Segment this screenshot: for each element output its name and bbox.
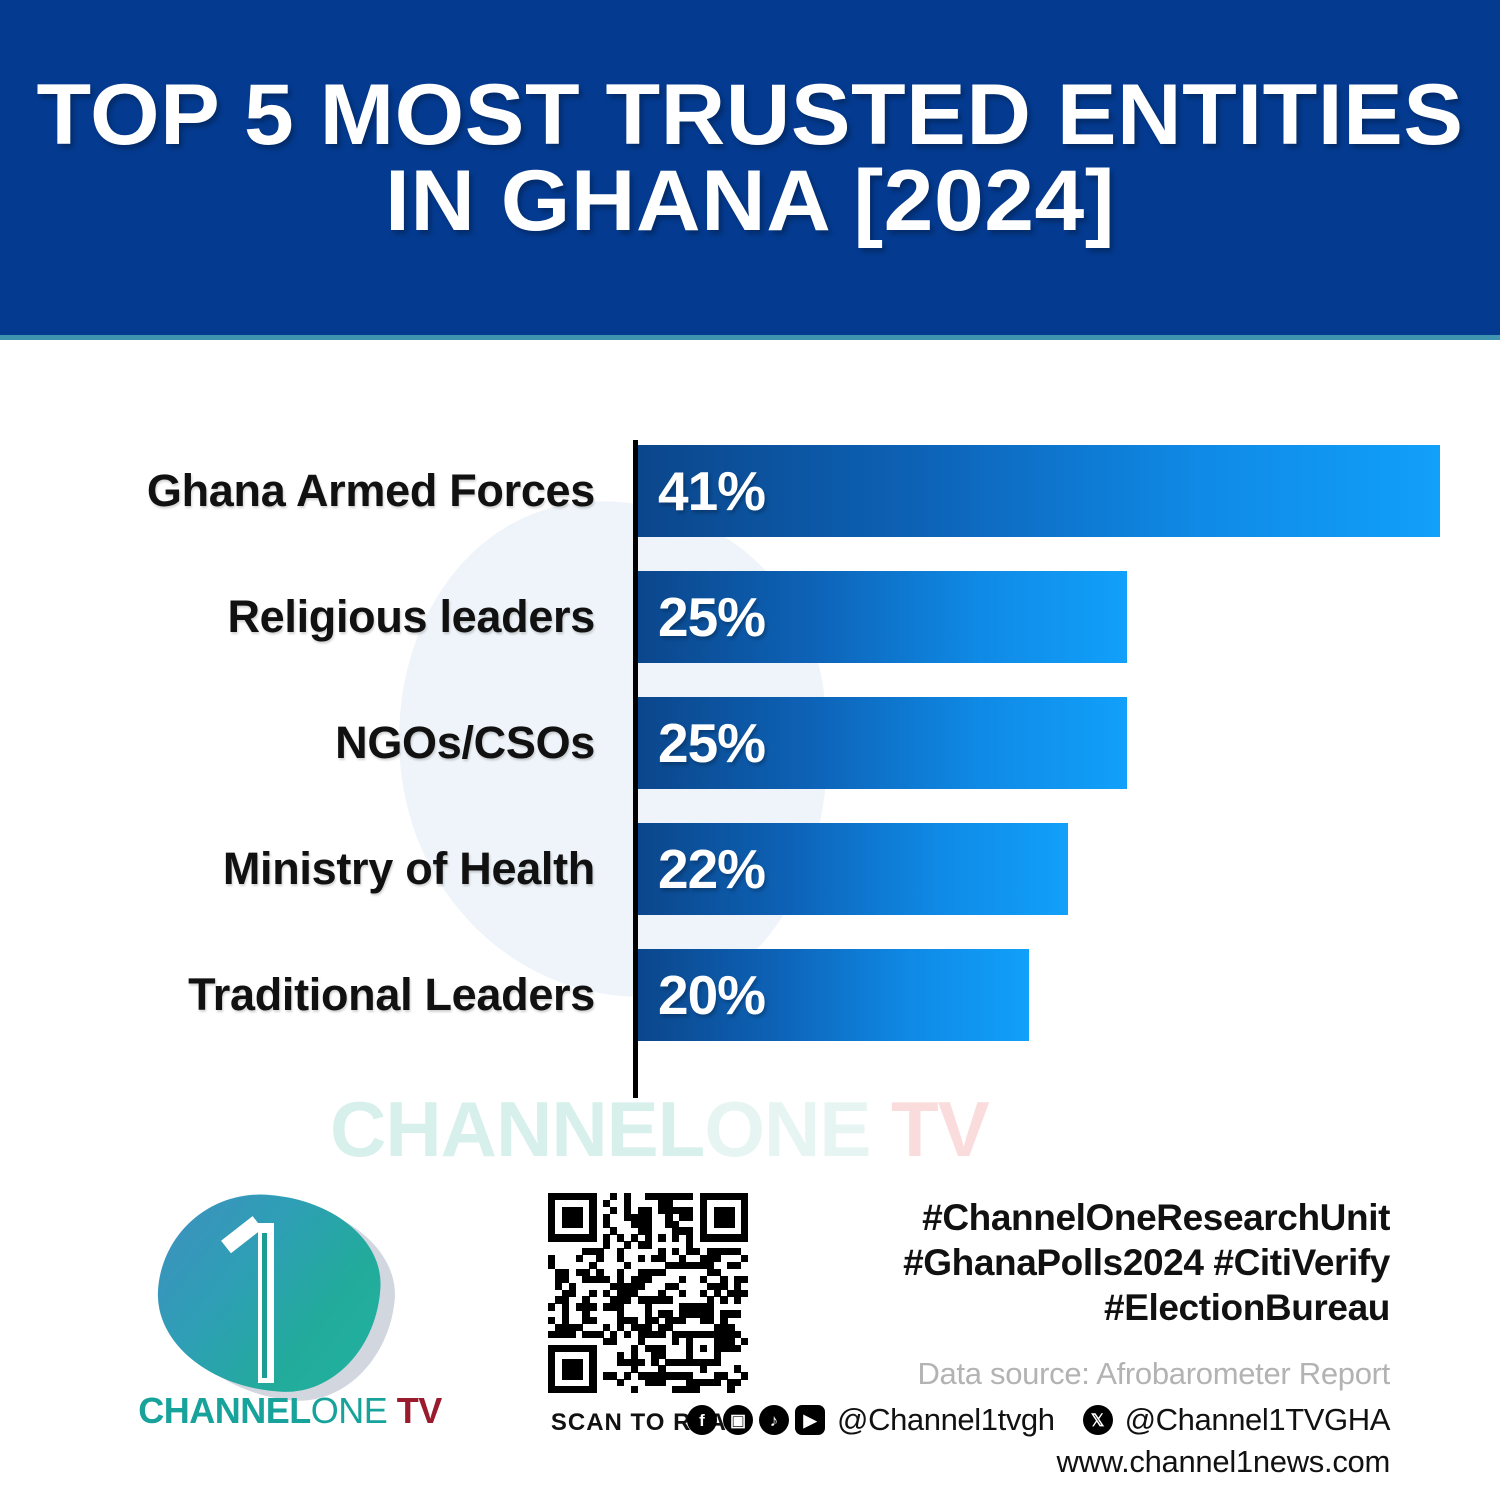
bar-chart: Ghana Armed Forces 41% Religious leaders 25… — [0, 340, 1500, 1130]
chart-row: Traditional Leaders 20% — [0, 949, 1500, 1041]
header-accent-line — [0, 335, 1500, 340]
bar-5: 20% — [638, 949, 1030, 1041]
header-banner: TOP 5 MOST TRUSTED ENTITIES IN GHANA [20… — [0, 0, 1500, 340]
channelone-logo: CHANNELONE TV — [120, 1185, 460, 1435]
logo-one-text: ONE — [310, 1390, 388, 1431]
instagram-icon[interactable]: ▣ — [723, 1405, 754, 1436]
category-label: NGOs/CSOs — [335, 717, 595, 768]
bar-2: 25% — [638, 571, 1128, 663]
bar-value-label: 25% — [658, 712, 766, 774]
bar-value-label: 41% — [658, 460, 766, 522]
x-twitter-icon[interactable]: 𝕏 — [1082, 1405, 1113, 1436]
qr-code-image[interactable] — [548, 1193, 749, 1394]
bar-3: 25% — [638, 697, 1128, 789]
social-handles-row: f ▣ ♪ ▶ @Channel1tvgh 𝕏 @Channel1TVGHA — [687, 1402, 1391, 1438]
bar-4: 22% — [638, 823, 1069, 915]
data-source-text: Data source: Afrobarometer Report — [917, 1356, 1390, 1392]
social-handle-main: @Channel1tvgh — [837, 1402, 1055, 1438]
bar-value-label: 20% — [658, 964, 766, 1026]
social-handle-x: @Channel1TVGHA — [1124, 1402, 1391, 1438]
chart-axis-line — [633, 440, 638, 1098]
category-label: Ghana Armed Forces — [146, 465, 595, 516]
chart-row: Ministry of Health 22% — [0, 823, 1500, 915]
bar-1: 41% — [638, 445, 1440, 537]
logo-wordmark: CHANNELONE TV — [130, 1390, 450, 1432]
facebook-icon[interactable]: f — [687, 1405, 718, 1436]
logo-tv-text: TV — [387, 1390, 443, 1431]
chart-row: Religious leaders 25% — [0, 571, 1500, 663]
category-label: Religious leaders — [227, 591, 595, 642]
tiktok-icon[interactable]: ♪ — [759, 1405, 790, 1436]
category-label: Traditional Leaders — [188, 969, 595, 1020]
bar-value-label: 25% — [658, 586, 766, 648]
chart-row: Ghana Armed Forces 41% — [0, 445, 1500, 537]
footer: CHANNELONE TV SCAN TO READ #ChannelOneRe… — [0, 1175, 1500, 1500]
youtube-icon[interactable]: ▶ — [795, 1405, 826, 1436]
logo-numeral-one-icon — [221, 1216, 306, 1383]
qr-code-block[interactable]: SCAN TO READ — [548, 1193, 768, 1453]
hashtags-text: #ChannelOneResearchUnit #GhanaPolls2024 … — [903, 1197, 1390, 1329]
footer-text-column: #ChannelOneResearchUnit #GhanaPolls2024 … — [687, 1195, 1391, 1480]
chart-row: NGOs/CSOs 25% — [0, 697, 1500, 789]
logo-channel-text: CHANNEL — [138, 1390, 311, 1431]
category-label: Ministry of Health — [222, 843, 595, 894]
bar-value-label: 22% — [658, 838, 766, 900]
page-title: TOP 5 MOST TRUSTED ENTITIES IN GHANA [20… — [36, 67, 1464, 249]
website-url: www.channel1news.com — [1056, 1444, 1391, 1480]
